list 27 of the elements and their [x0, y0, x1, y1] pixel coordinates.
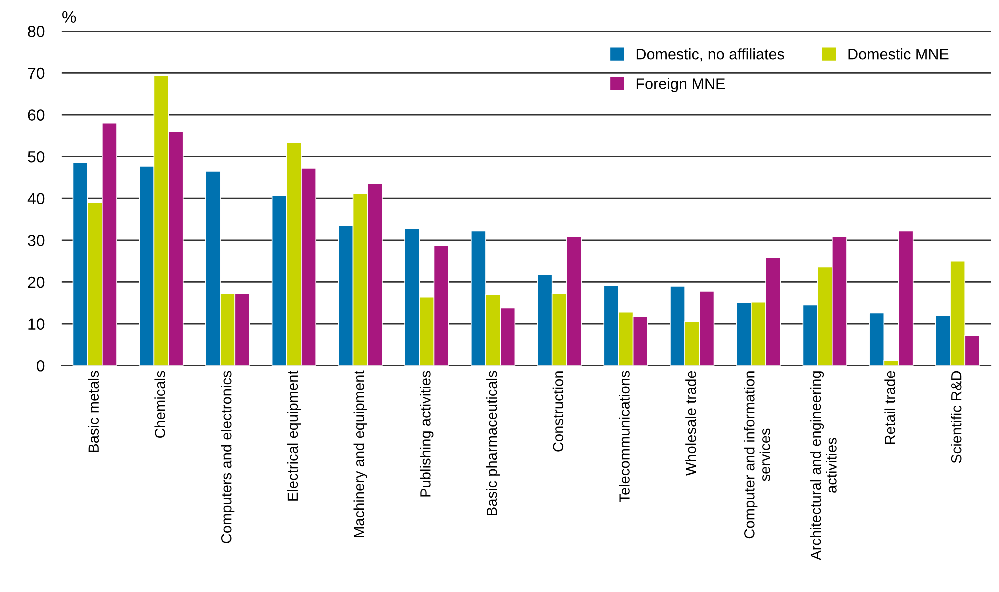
x-tick-label: Retail trade — [884, 371, 896, 444]
y-axis-title: % — [62, 11, 76, 23]
x-tick-label: Chemicals — [154, 371, 166, 438]
legend-label: Foreign MNE — [636, 78, 726, 92]
y-tick-label: 50 — [28, 151, 45, 163]
x-tick-label: Telecommunications — [619, 371, 630, 502]
y-tick-label: 30 — [28, 235, 45, 246]
y-tick-label: 0 — [37, 360, 45, 372]
y-tick-label: 70 — [28, 68, 45, 80]
x-tick-label: Basic metals — [88, 371, 100, 452]
y-tick-label: 10 — [28, 318, 45, 330]
x-tick-label: Architectural and engineering activities — [810, 372, 837, 560]
x-tick-label: Scientific R&D — [951, 371, 962, 464]
x-tick-label: Computers and electronics — [221, 371, 235, 544]
x-tick-label: Construction — [552, 372, 564, 452]
x-tick-label: Machinery and equipment — [354, 370, 368, 538]
x-tick-label: Publishing activities — [420, 371, 434, 497]
x-tick-label: Electrical equipment — [287, 370, 302, 501]
x-tick-label: Wholesale trade — [686, 371, 696, 476]
y-tick-label: 60 — [28, 110, 45, 121]
x-tick-label: Basic pharmaceuticals — [486, 371, 500, 516]
legend-label: Domestic, no affiliates — [636, 48, 784, 62]
y-tick-label: 40 — [28, 193, 45, 205]
legend-label: Domestic MNE — [848, 48, 949, 60]
x-tick-label: Computer and information services — [744, 372, 771, 539]
y-tick-label: 80 — [28, 26, 45, 38]
y-tick-label: 20 — [28, 276, 45, 288]
